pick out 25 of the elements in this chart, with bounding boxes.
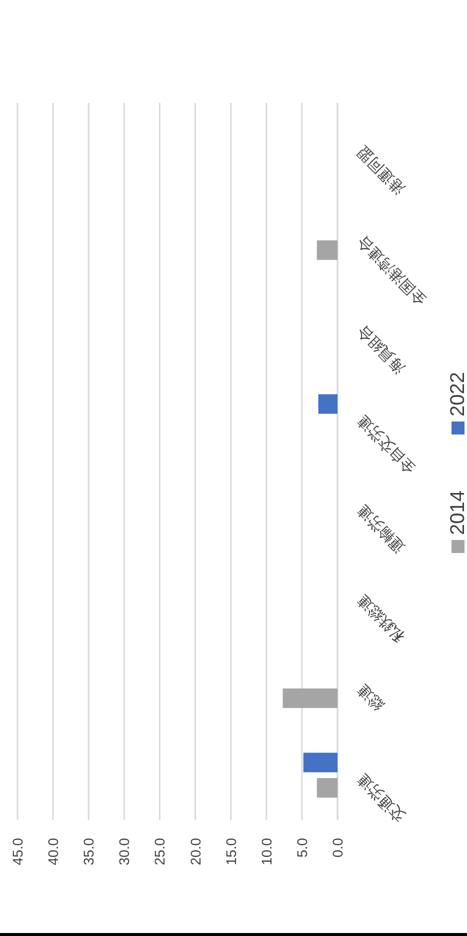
bar bbox=[316, 240, 338, 260]
x-tick-label: 15.0 bbox=[222, 838, 239, 866]
x-tick-label: 25.0 bbox=[152, 838, 168, 866]
x-tick-label: 30.0 bbox=[116, 838, 132, 866]
y-tick-label: 私鉄総連 bbox=[354, 590, 408, 646]
x-tick-label: 35.0 bbox=[80, 838, 97, 866]
y-tick-label: 交通労連 bbox=[354, 770, 408, 825]
y-tick-label: 港運同盟 bbox=[354, 142, 408, 198]
legend-item: 2014 bbox=[447, 490, 467, 553]
bar bbox=[282, 688, 338, 708]
bar bbox=[318, 394, 338, 414]
y-tick-label: 海員組合 bbox=[354, 322, 408, 376]
x-tick-label: 45.0 bbox=[10, 838, 26, 866]
bar bbox=[303, 752, 338, 772]
y-tick-label: 運輸労連 bbox=[354, 501, 408, 556]
bar bbox=[316, 778, 338, 798]
y-tick-label: 総連 bbox=[354, 680, 388, 714]
x-tick-label: 5.0 bbox=[294, 838, 310, 858]
x-tick-label: 0.0 bbox=[330, 838, 346, 858]
y-tick-label: 全自交労連 bbox=[354, 412, 420, 477]
y-tick-label: 全国港湾連合 bbox=[354, 232, 430, 308]
x-tick-label: 20.0 bbox=[187, 838, 204, 866]
legend-item: 2022 bbox=[447, 372, 467, 434]
x-tick-label: 40.0 bbox=[45, 838, 62, 866]
x-tick-label: 10.0 bbox=[258, 838, 274, 866]
